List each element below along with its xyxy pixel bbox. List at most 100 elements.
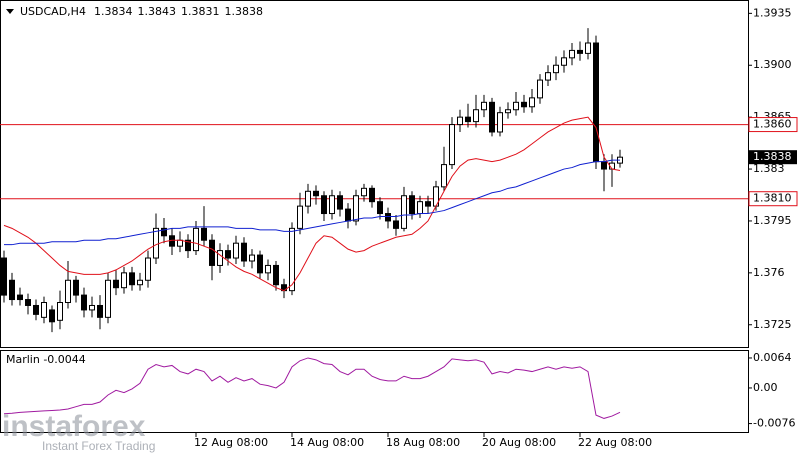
candle-body (49, 309, 55, 323)
x-tick-label: 14 Aug 08:00 (290, 436, 364, 449)
candle-body (297, 205, 303, 229)
collapse-icon (6, 9, 14, 14)
candle-body (369, 187, 375, 203)
candle-body (257, 254, 263, 274)
candle-body (601, 161, 607, 170)
moving-average (4, 159, 620, 246)
level-label-box (748, 191, 798, 207)
candle-body (497, 112, 503, 133)
candle-body (481, 101, 487, 111)
y-tick-label: 1.383 (753, 162, 785, 175)
price-label: 1.3838 (753, 150, 792, 163)
indicator-line (3, 357, 621, 419)
candle-body (193, 227, 199, 252)
candle-body (129, 272, 135, 286)
candle-body (425, 201, 431, 207)
level-label-box (748, 117, 798, 133)
candle-body (161, 227, 167, 237)
candle-body (377, 201, 383, 215)
candle-body (313, 190, 319, 197)
candle-body (9, 279, 15, 301)
candle-body (537, 79, 543, 99)
candle-body (17, 294, 23, 301)
candle-body (225, 250, 231, 259)
candle-body (121, 272, 127, 289)
candle-body (521, 101, 527, 108)
candle-body (273, 264, 279, 286)
last-close: 1.3838 (224, 5, 263, 18)
indicator-panel (0, 350, 749, 433)
watermark-brand: instaforex (2, 410, 146, 443)
candle-body (401, 195, 407, 229)
candle-body (241, 242, 247, 262)
candle-body (505, 109, 511, 114)
candle-body (105, 279, 111, 318)
candle-body (385, 213, 391, 222)
chart-title: USDCAD,H4 1.3834 1.3843 1.3831 1.3838 (20, 5, 263, 18)
candle-body (41, 302, 47, 318)
candle-body (417, 201, 423, 215)
y-tick-label: 1.376 (753, 266, 785, 279)
candle-body (593, 42, 599, 163)
x-tick-label: 12 Aug 08:00 (194, 436, 268, 449)
candle-body (137, 279, 143, 286)
candle-body (113, 279, 119, 289)
candle-body (577, 49, 583, 54)
y-tick-label: 1.3900 (753, 58, 792, 71)
candle-body (513, 101, 519, 111)
candle-body (97, 304, 103, 318)
candle-body (217, 250, 223, 266)
x-tick-label: 18 Aug 08:00 (386, 436, 460, 449)
candle-body (569, 49, 575, 59)
candle-body (177, 239, 183, 247)
candle-body (545, 72, 551, 81)
candle-body (473, 109, 479, 123)
x-tick-label: 22 Aug 08:00 (578, 436, 652, 449)
candle-body (409, 195, 415, 215)
candle-body (457, 116, 463, 126)
candle-body (321, 195, 327, 215)
candle-body (201, 227, 207, 241)
watermark-tagline: Instant Forex Trading (42, 439, 155, 453)
candle-body (265, 264, 271, 274)
candle-body (1, 257, 7, 296)
candle-body (449, 124, 455, 166)
candle-body (249, 254, 255, 262)
price-label-box (749, 150, 797, 165)
indicator-title: Marlin -0.0044 (6, 353, 86, 366)
candle-body (337, 195, 343, 210)
y-tick-label: -0.0076 (753, 417, 795, 430)
candle-body (185, 239, 191, 252)
candle-body (561, 57, 567, 66)
candle-body (153, 227, 159, 259)
level-label: 1.3860 (753, 118, 792, 131)
moving-average (3, 116, 621, 292)
candle-body (289, 227, 295, 292)
candle-body (529, 97, 535, 108)
level-label: 1.3810 (753, 192, 792, 205)
candle-body (329, 195, 335, 215)
candle-body (361, 187, 367, 197)
y-tick-label: 1.3725 (753, 318, 792, 331)
candle-body (465, 116, 471, 123)
candle-body (353, 195, 359, 222)
candle-body (233, 242, 239, 259)
candle-body (345, 208, 351, 222)
symbol: USDCAD,H4 (20, 5, 86, 18)
candle-body (585, 42, 591, 54)
main-panel (0, 0, 749, 348)
candle-body (489, 101, 495, 133)
candle-body (81, 294, 87, 311)
last-open: 1.3834 (94, 5, 133, 18)
last-high: 1.3843 (137, 5, 176, 18)
candle-body (89, 304, 95, 311)
candle-body (57, 302, 63, 321)
candle-body (393, 220, 399, 229)
candle-body (33, 304, 39, 315)
candle-body (73, 279, 79, 296)
candle-body (441, 164, 447, 188)
candle-body (209, 239, 215, 266)
y-tick-label: 0.00 (753, 381, 778, 394)
y-tick-label: 0.0064 (753, 351, 792, 364)
